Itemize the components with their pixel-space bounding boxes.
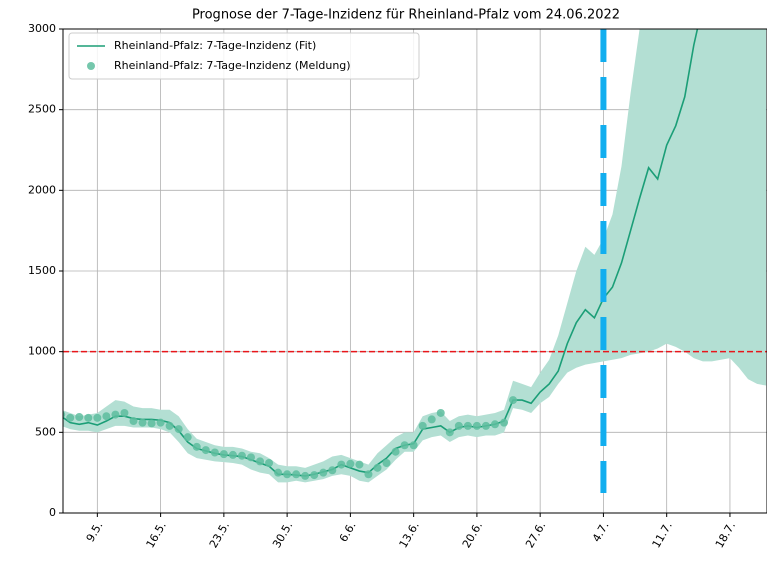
data-point — [463, 421, 472, 430]
data-point — [120, 408, 129, 417]
data-point — [436, 408, 445, 417]
x-tick-label: 23.5. — [207, 520, 232, 551]
data-point — [228, 450, 237, 459]
data-point — [66, 413, 75, 422]
data-point — [490, 420, 499, 429]
data-point — [355, 460, 364, 469]
data-point — [256, 457, 265, 466]
data-point — [500, 418, 509, 427]
data-point — [454, 421, 463, 430]
data-point — [391, 447, 400, 456]
chart-title: Prognose der 7-Tage-Inzidenz für Rheinla… — [192, 8, 620, 23]
data-point — [75, 413, 84, 422]
y-tick-label: 1500 — [28, 264, 56, 277]
data-point — [346, 459, 355, 468]
x-tick-label: 13.6. — [397, 520, 422, 551]
data-point — [156, 418, 165, 427]
data-point — [328, 466, 337, 475]
data-point — [509, 396, 518, 405]
y-tick-label: 3000 — [28, 22, 56, 35]
x-tick-label: 30.5. — [270, 520, 295, 551]
y-tick-label: 0 — [49, 506, 56, 519]
legend-box — [68, 32, 420, 80]
legend-label: Rheinland-Pfalz: 7-Tage-Inzidenz (Meldun… — [114, 59, 351, 72]
data-point — [129, 417, 138, 426]
plot-frame — [62, 28, 767, 514]
data-point — [147, 419, 156, 428]
data-point — [265, 458, 274, 467]
x-tick-label: 6.6. — [337, 520, 359, 545]
data-point — [138, 418, 147, 427]
data-point — [63, 411, 66, 419]
data-point — [165, 421, 174, 430]
data-point — [283, 470, 292, 479]
data-point — [319, 468, 328, 477]
x-tick-label: 11.7. — [650, 520, 675, 551]
data-point — [301, 471, 310, 480]
legend-label: Rheinland-Pfalz: 7-Tage-Inzidenz (Fit) — [114, 39, 316, 52]
data-point — [111, 410, 120, 419]
x-tick-label: 4.7. — [590, 520, 612, 545]
data-point — [418, 421, 427, 430]
x-tick-label: 18.7. — [713, 520, 738, 551]
data-point — [102, 412, 111, 421]
confidence-band — [63, 29, 767, 483]
data-point — [337, 460, 346, 469]
plot-area — [63, 29, 767, 493]
x-tick-label: 20.6. — [460, 520, 485, 551]
legend-marker — [87, 62, 95, 70]
data-point — [481, 421, 490, 430]
data-point — [210, 448, 219, 457]
data-point — [382, 458, 391, 467]
x-tick-label: 16.5. — [144, 520, 169, 551]
data-point — [183, 433, 192, 442]
data-point — [400, 441, 409, 450]
data-point — [274, 468, 283, 477]
data-point — [445, 428, 454, 437]
data-point — [192, 442, 201, 451]
y-tick-label: 500 — [35, 425, 56, 438]
data-point — [237, 451, 246, 460]
x-tick-label: 27.6. — [523, 520, 548, 551]
data-point — [409, 441, 418, 450]
data-point — [373, 463, 382, 472]
data-point — [84, 413, 93, 422]
data-point — [219, 450, 228, 459]
y-tick-label: 2500 — [28, 103, 56, 116]
data-point — [174, 425, 183, 434]
data-point — [364, 470, 373, 479]
y-tick-label: 2000 — [28, 183, 56, 196]
x-tick-label: 9.5. — [84, 520, 106, 545]
data-point — [246, 453, 255, 462]
y-tick-label: 1000 — [28, 345, 56, 358]
data-point — [292, 470, 301, 479]
data-point — [427, 415, 436, 424]
data-point — [201, 446, 210, 455]
data-point — [93, 413, 102, 422]
data-point — [310, 471, 319, 480]
data-point — [472, 421, 481, 430]
